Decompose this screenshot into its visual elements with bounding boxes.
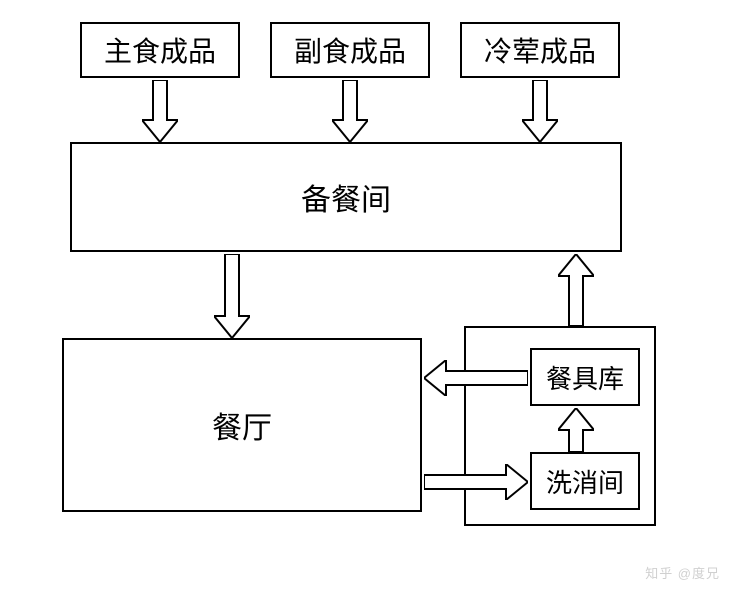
arrow-left-icon [424, 360, 528, 396]
arrow-down-icon [142, 80, 178, 142]
node-label: 副食成品 [294, 30, 406, 70]
node-label: 洗消间 [546, 463, 624, 500]
watermark-text: 知乎 @度兄 [645, 563, 720, 582]
node-label: 冷荤成品 [484, 30, 596, 70]
node-label: 备餐间 [301, 175, 391, 219]
node-dining-hall: 餐厅 [62, 338, 422, 512]
node-side-dish: 副食成品 [270, 22, 430, 78]
arrow-down-icon [332, 80, 368, 142]
arrow-down-icon [214, 254, 250, 338]
node-wash-room: 洗消间 [530, 452, 640, 510]
arrow-up-icon [558, 254, 594, 326]
arrow-right-icon [424, 464, 528, 500]
node-label: 餐厅 [212, 403, 272, 447]
arrow-up-icon [558, 408, 594, 452]
node-cold-dish: 冷荤成品 [460, 22, 620, 78]
node-staple-food: 主食成品 [80, 22, 240, 78]
arrow-down-icon [522, 80, 558, 142]
node-label: 餐具库 [546, 359, 624, 396]
node-prep-room: 备餐间 [70, 142, 622, 252]
node-label: 主食成品 [104, 30, 216, 70]
node-tableware-store: 餐具库 [530, 348, 640, 406]
